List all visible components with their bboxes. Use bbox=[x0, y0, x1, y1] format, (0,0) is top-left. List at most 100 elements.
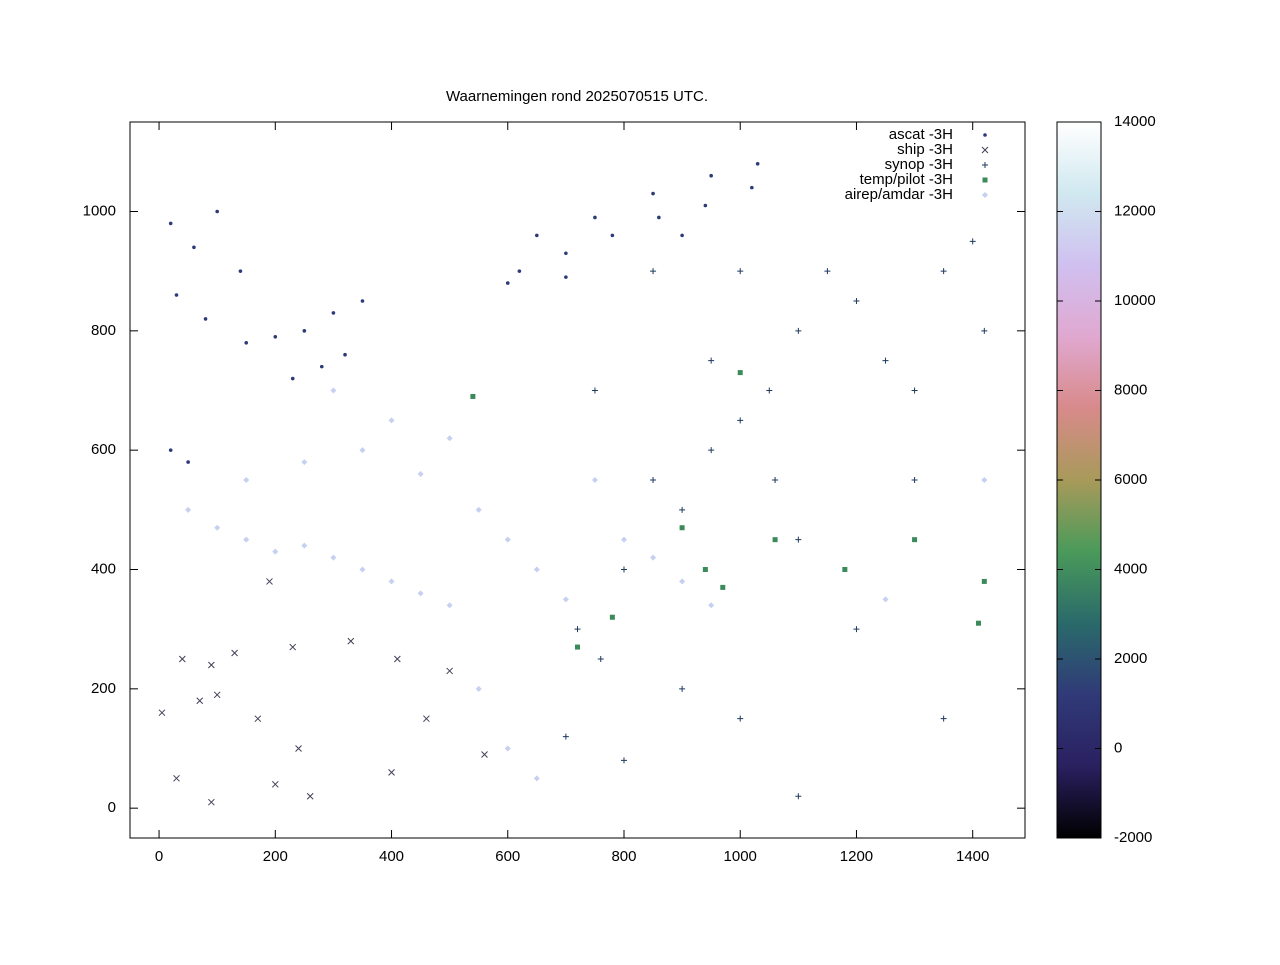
point bbox=[330, 387, 337, 394]
point bbox=[609, 614, 615, 620]
point bbox=[650, 268, 657, 275]
point bbox=[981, 477, 988, 483]
point bbox=[231, 649, 238, 657]
point bbox=[208, 798, 215, 806]
point bbox=[238, 269, 243, 273]
legend-label: ship -3H bbox=[897, 141, 953, 158]
point bbox=[360, 299, 365, 303]
point bbox=[178, 655, 186, 663]
point bbox=[737, 268, 744, 275]
y-tick-label: 1000 bbox=[83, 202, 116, 219]
point bbox=[289, 643, 297, 651]
point bbox=[203, 317, 208, 321]
point bbox=[772, 537, 778, 543]
point bbox=[186, 460, 190, 464]
legend-marker bbox=[982, 177, 988, 183]
point bbox=[243, 477, 250, 483]
point bbox=[882, 596, 889, 603]
point bbox=[417, 590, 424, 597]
point bbox=[564, 251, 568, 256]
colorbar-label: 14000 bbox=[1114, 113, 1156, 130]
point bbox=[208, 661, 215, 669]
point bbox=[266, 578, 273, 585]
point bbox=[504, 745, 511, 752]
colorbar-label: 12000 bbox=[1114, 202, 1156, 219]
point bbox=[737, 370, 743, 376]
point bbox=[824, 268, 831, 275]
point bbox=[446, 667, 453, 675]
legend-marker bbox=[983, 133, 987, 137]
point bbox=[940, 268, 947, 275]
point bbox=[330, 554, 337, 561]
legend-marker bbox=[982, 192, 988, 198]
point bbox=[679, 578, 686, 585]
point bbox=[969, 238, 976, 245]
point bbox=[505, 281, 510, 285]
legend-marker bbox=[981, 146, 989, 154]
point bbox=[650, 477, 657, 483]
point bbox=[912, 537, 918, 543]
point bbox=[214, 524, 221, 531]
point bbox=[795, 793, 802, 800]
legend-label: ascat -3H bbox=[889, 126, 953, 143]
point bbox=[319, 364, 324, 369]
point bbox=[517, 269, 522, 273]
x-tick-label: 600 bbox=[495, 848, 520, 865]
point bbox=[853, 626, 860, 633]
point bbox=[196, 697, 204, 705]
point bbox=[709, 173, 713, 178]
point bbox=[192, 245, 196, 250]
point bbox=[359, 447, 366, 454]
x-tick-label: 800 bbox=[611, 848, 636, 865]
point bbox=[173, 774, 180, 782]
point bbox=[533, 775, 540, 782]
colorbar-label: 0 bbox=[1114, 739, 1122, 756]
point bbox=[842, 567, 848, 572]
x-tick-label: 1400 bbox=[956, 848, 989, 865]
point bbox=[347, 637, 355, 645]
point bbox=[737, 715, 744, 722]
point bbox=[417, 471, 424, 478]
point bbox=[720, 584, 726, 590]
point bbox=[168, 221, 173, 226]
point bbox=[564, 275, 568, 279]
legend-marker bbox=[982, 162, 988, 168]
x-tick-label: 1200 bbox=[840, 848, 873, 865]
point bbox=[306, 792, 314, 800]
point bbox=[766, 387, 773, 394]
point bbox=[244, 340, 249, 345]
point bbox=[679, 685, 686, 692]
colorbar-label: 4000 bbox=[1114, 560, 1147, 577]
point bbox=[213, 691, 221, 699]
y-tick-label: 400 bbox=[91, 560, 116, 577]
point bbox=[853, 298, 860, 304]
legend-label: airep/amdar -3H bbox=[845, 186, 953, 203]
y-tick-label: 0 bbox=[108, 799, 116, 816]
point bbox=[388, 769, 395, 776]
point bbox=[702, 567, 708, 572]
point bbox=[795, 327, 802, 334]
point bbox=[651, 191, 655, 196]
point bbox=[795, 536, 802, 543]
plot-frame bbox=[129, 121, 1026, 839]
point bbox=[254, 715, 262, 723]
point bbox=[446, 602, 453, 609]
point bbox=[533, 566, 540, 573]
point bbox=[703, 203, 708, 208]
point bbox=[185, 506, 192, 513]
chart-title: Waarnemingen rond 2025070515 UTC. bbox=[446, 88, 708, 105]
colorbar-label: 10000 bbox=[1114, 292, 1156, 309]
point bbox=[423, 715, 430, 723]
y-tick-label: 200 bbox=[91, 680, 116, 697]
point bbox=[657, 215, 661, 220]
point bbox=[708, 357, 715, 364]
y-tick-label: 600 bbox=[91, 441, 116, 458]
point bbox=[593, 215, 597, 220]
point bbox=[273, 335, 278, 339]
y-tick-label: 800 bbox=[91, 322, 116, 339]
point bbox=[591, 387, 598, 394]
x-tick-label: 1000 bbox=[724, 848, 757, 865]
point bbox=[680, 233, 684, 238]
point bbox=[575, 644, 580, 650]
